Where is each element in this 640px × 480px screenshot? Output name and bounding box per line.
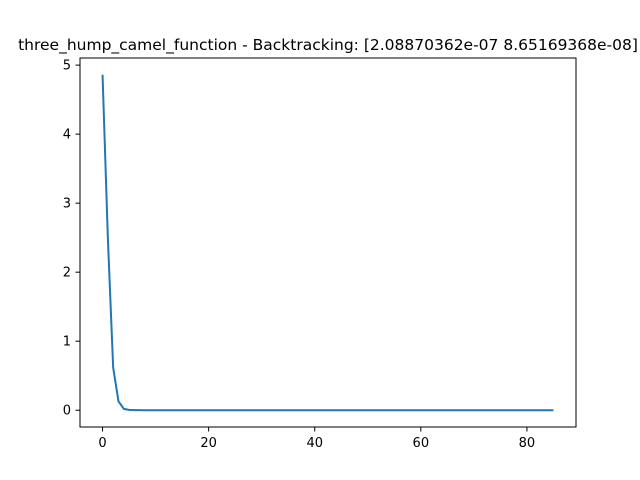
x-tick-label: 20 [200, 436, 217, 451]
chart-title: three_hump_camel_function - Backtracking… [18, 36, 638, 55]
x-tick-label: 40 [306, 436, 323, 451]
y-tick-label: 4 [63, 128, 71, 143]
y-tick-label: 2 [63, 266, 71, 281]
plot-area [101, 74, 554, 412]
y-tick-label: 1 [63, 335, 71, 350]
series-line-0 [101, 74, 554, 412]
x-axis: 0 20 40 60 80 [98, 427, 535, 451]
y-tick-label: 0 [63, 404, 71, 419]
y-axis: 0 1 2 3 4 5 [63, 59, 80, 419]
y-tick-label: 3 [63, 197, 71, 212]
x-tick-label: 60 [413, 436, 430, 451]
x-tick-label: 80 [519, 436, 536, 451]
axes-frame [79, 57, 577, 428]
y-tick-label: 5 [63, 59, 71, 74]
x-tick-label: 0 [98, 436, 106, 451]
